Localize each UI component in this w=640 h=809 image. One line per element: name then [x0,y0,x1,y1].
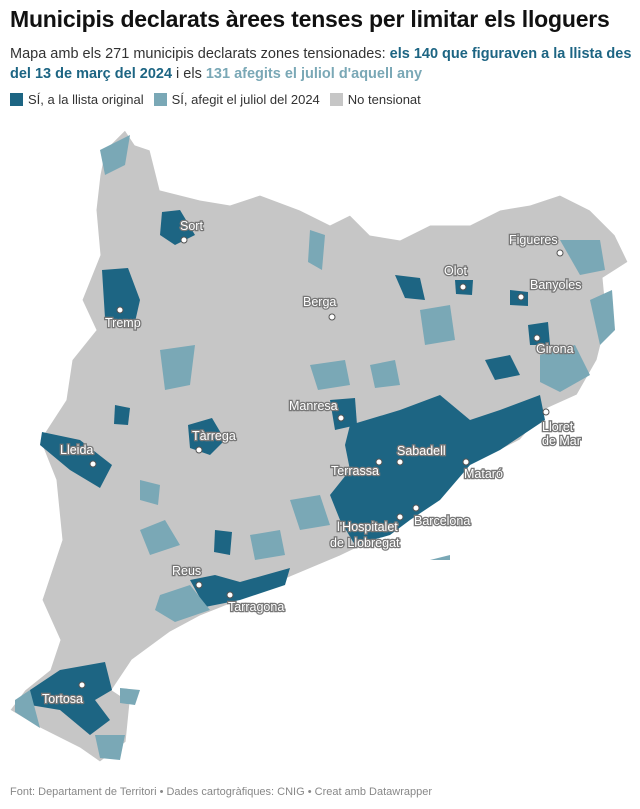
subtitle-original: els 140 que figuraven a la llista des de… [10,46,632,82]
legend-item-none: No tensionat [329,92,421,107]
legend-swatch [153,93,167,106]
legend-item-original: SÍ, a la llista original [10,92,144,107]
city-markers [78,236,564,689]
city-label-reus: Reus [172,564,201,578]
city-label-tarragona: Tarragona [228,600,284,614]
city-label-terrassa: Terrassa [331,464,379,478]
city-label-olot: Olot [444,264,467,278]
legend-item-added: SÍ, afegit el juliol del 2024 [153,92,320,107]
city-label-girona: Girona [536,342,574,356]
city-labels: Sort Figueres Olot Banyoles Berga Tremp … [41,218,583,708]
legend-label: SÍ, a la llista original [28,92,144,107]
subtitle-text: i els [172,66,206,82]
city-label-barcelona: Barcelona [414,514,470,528]
subtitle-text: Mapa amb els 271 municipis declarats zon… [10,46,390,62]
map: Sort Figueres Olot Banyoles Berga Tremp … [9,129,629,763]
legend-label: SÍ, afegit el juliol del 2024 [171,92,320,107]
legend-swatch [10,93,23,106]
legend: SÍ, a la llista original SÍ, afegit el j… [10,92,421,107]
legend-swatch [329,93,343,106]
city-label-lleida: Lleida [60,443,93,457]
city-label-berga: Berga [303,295,336,309]
city-label-hospitalet: l'Hospitalet [337,520,398,534]
city-label-mataro: Mataró [464,467,503,481]
subtitle: Mapa amb els 271 municipis declarats zon… [10,44,635,84]
city-label-hospitalet-2: de Llobregat [330,536,400,550]
city-label-tortosa: Tortosa [42,692,83,706]
city-label-sabadell: Sabadell [397,444,446,458]
footer-source: Font: Departament de Territori • Dades c… [10,786,433,798]
light-regions [15,135,615,760]
subtitle-added: 131 afegits el juliol d'aquell any [205,66,423,82]
city-label-manresa: Manresa [289,399,338,413]
city-label-sort: Sort [180,219,203,233]
city-label-lloret-2: de Mar [542,434,581,448]
dark-regions [30,210,550,735]
city-label-banyoles: Banyoles [530,278,581,292]
city-label-tarrega: Tàrrega [192,429,236,443]
city-label-figueres: Figueres [509,233,558,247]
chart-title: Municipis declarats àrees tenses per lim… [10,6,610,32]
city-label-tremp: Tremp [105,316,141,330]
legend-label: No tensionat [347,92,421,107]
city-label-lloret: Lloret [542,420,574,434]
